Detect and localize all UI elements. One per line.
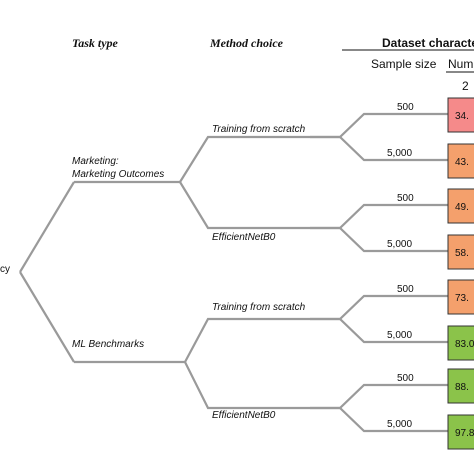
task-label-marketing-line1: Marketing: <box>72 156 119 167</box>
value-box-4: 58. <box>447 234 474 270</box>
value-text-1: 34. <box>455 111 469 122</box>
sample-size-2: 5,000 <box>387 148 412 159</box>
value-text-8: 97.8 <box>455 428 474 439</box>
edge-marketing-scratch <box>179 135 310 183</box>
value-box-6: 83.0 <box>447 325 474 361</box>
edge-leaf-6 <box>310 317 448 344</box>
value-text-2: 43. <box>455 157 469 168</box>
root-label: cy <box>0 264 10 275</box>
edge-leaf-7 <box>310 383 448 410</box>
method-label-ml-effnet: EfficientNetB0 <box>212 410 276 421</box>
sample-size-3: 500 <box>397 193 414 204</box>
task-label-marketing-line2: Marketing Outcomes <box>72 169 164 180</box>
edge-leaf-5 <box>310 294 448 321</box>
value-box-3: 49. <box>447 188 474 224</box>
sample-size-6: 5,000 <box>387 330 412 341</box>
edge-root-marketing <box>19 181 75 273</box>
edge-marketing-effnet <box>179 181 310 230</box>
edge-leaf-2 <box>310 135 448 162</box>
dataset-header: Dataset characte <box>382 36 474 50</box>
method-label-marketing-effnet: EfficientNetB0 <box>212 232 276 243</box>
method-label-ml-scratch: Training from scratch <box>212 302 306 313</box>
edge-ml-scratch <box>184 317 310 363</box>
edge-ml-effnet <box>184 361 310 410</box>
num-header: Num <box>448 57 473 71</box>
value-text-6: 83.0 <box>455 339 474 350</box>
num-subheader: 2 <box>462 79 469 93</box>
method-choice-header: Method choice <box>209 36 284 50</box>
sample-size-header: Sample size <box>371 57 437 71</box>
edge-leaf-8 <box>310 406 448 433</box>
value-text-5: 73. <box>455 293 469 304</box>
value-box-8: 97.8 <box>447 414 474 450</box>
task-type-header: Task type <box>72 36 119 50</box>
edge-leaf-3 <box>310 203 448 230</box>
value-box-1: 34. <box>447 97 474 133</box>
edge-leaf-1 <box>310 112 448 139</box>
value-box-2: 43. <box>447 143 474 179</box>
task-label-ml: ML Benchmarks <box>72 339 144 350</box>
sample-size-4: 5,000 <box>387 239 412 250</box>
value-box-7: 88. <box>447 368 474 404</box>
value-text-4: 58. <box>455 248 469 259</box>
sample-size-5: 500 <box>397 284 414 295</box>
value-box-5: 73. <box>447 279 474 315</box>
edge-leaf-4 <box>310 226 448 253</box>
edge-root-ml <box>19 271 75 363</box>
value-text-7: 88. <box>455 382 469 393</box>
sample-size-7: 500 <box>397 373 414 384</box>
sample-size-8: 5,000 <box>387 419 412 430</box>
method-label-marketing-scratch: Training from scratch <box>212 124 306 135</box>
value-text-3: 49. <box>455 202 469 213</box>
sample-size-1: 500 <box>397 102 414 113</box>
